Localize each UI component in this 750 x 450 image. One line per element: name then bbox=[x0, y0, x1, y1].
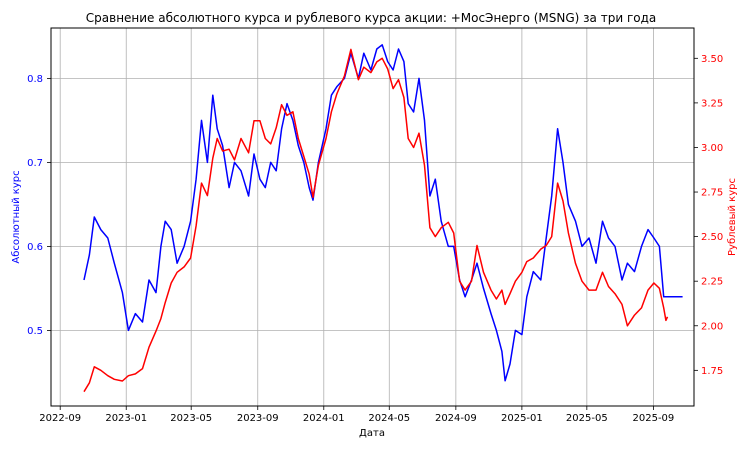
y-axis-right: 1.75 2.00 2.25 2.50 2.75 3.00 3.25 3.50 bbox=[694, 54, 723, 377]
y-right-tick-label: 2.00 bbox=[701, 321, 723, 332]
y-right-tick-label: 2.75 bbox=[701, 188, 723, 199]
y-left-tick-label: 0.8 bbox=[27, 74, 43, 85]
y-left-tick-label: 0.7 bbox=[27, 158, 43, 169]
x-tick-label: 2023-01 bbox=[105, 413, 147, 424]
x-axis-label: Дата bbox=[359, 428, 385, 439]
y-axis-right-label: Рублевый курс bbox=[727, 178, 738, 256]
x-tick-label: 2023-09 bbox=[237, 413, 279, 424]
x-tick-label: 2024-05 bbox=[368, 413, 410, 424]
series-line-ruble bbox=[83, 48, 669, 393]
x-tick-label: 2024-01 bbox=[303, 413, 345, 424]
y-left-tick-label: 0.5 bbox=[27, 326, 43, 337]
y-right-tick-label: 2.25 bbox=[701, 277, 723, 288]
x-axis: 2022-09 2023-01 2023-05 2023-09 2024-01 2024-… bbox=[39, 406, 674, 424]
y-axis-left: 0.5 0.6 0.7 0.8 bbox=[27, 74, 51, 337]
x-tick-label: 2023-05 bbox=[170, 413, 212, 424]
y-right-tick-label: 3.00 bbox=[701, 143, 723, 154]
series-line-absolute bbox=[83, 44, 683, 382]
y-right-tick-label: 3.25 bbox=[701, 98, 723, 109]
grid-lines bbox=[51, 28, 694, 406]
x-tick-label: 2025-05 bbox=[566, 413, 608, 424]
x-tick-label: 2024-09 bbox=[435, 413, 477, 424]
x-tick-label: 2025-09 bbox=[633, 413, 675, 424]
y-right-tick-label: 3.50 bbox=[701, 54, 723, 65]
y-right-tick-label: 1.75 bbox=[701, 366, 723, 377]
plot-frame bbox=[50, 27, 695, 407]
x-tick-label: 2022-09 bbox=[39, 413, 81, 424]
chart-title: Сравнение абсолютного курса и рублевого … bbox=[86, 11, 656, 25]
y-left-tick-label: 0.6 bbox=[27, 242, 43, 253]
series-layer bbox=[83, 44, 683, 393]
y-right-tick-label: 2.50 bbox=[701, 232, 723, 243]
y-axis-left-label: Абсолютный курс bbox=[11, 170, 22, 263]
x-tick-label: 2025-01 bbox=[501, 413, 543, 424]
